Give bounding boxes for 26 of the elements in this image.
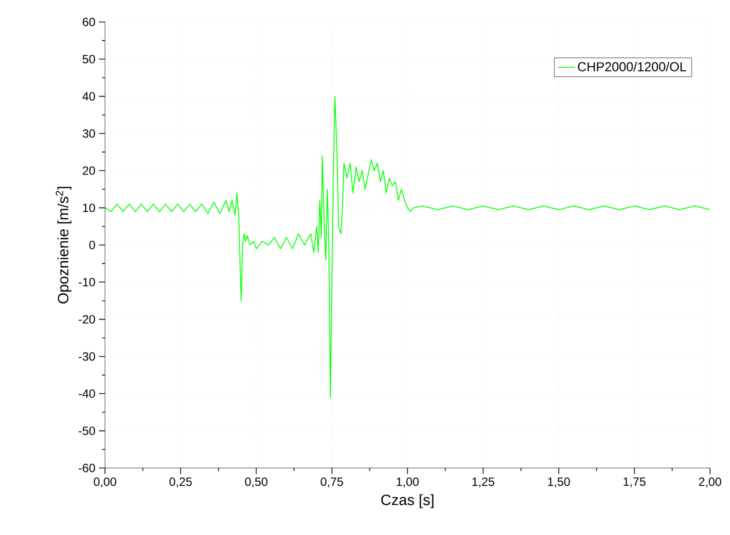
y-tick-label: 60: [82, 18, 96, 26]
y-tick-label: 10: [83, 204, 96, 212]
x-tick-label: 2,00: [698, 478, 722, 488]
x-tick-label: 0,75: [320, 478, 344, 488]
x-tick-label: 1,50: [548, 478, 570, 488]
y-tick-label: 40: [82, 92, 96, 101]
x-tick-label: 0,00: [94, 478, 116, 488]
y-tick-label: -20: [78, 315, 96, 324]
y-axis-title: Opoznienie [m/s$^{2}$]: [56, 186, 72, 304]
y-tick-label: -60: [78, 464, 96, 472]
y-tick-label: -30: [78, 352, 96, 361]
y-tick-label: 0: [89, 240, 96, 250]
y-tick-label: -50: [78, 426, 96, 436]
line-series: [105, 96, 710, 398]
x-tick-label: 1,25: [472, 478, 494, 488]
y-tick-label: 50: [82, 54, 96, 64]
y-tick-label: 20: [82, 166, 96, 175]
x-tick-label: 0,25: [169, 478, 192, 488]
x-tick-label: 0,50: [245, 478, 268, 488]
y-tick-label: -40: [78, 389, 96, 398]
x-tick-label: 1,00: [396, 478, 419, 488]
x-axis-title: Czas [s]: [381, 494, 434, 508]
y-tick-label: -10: [78, 278, 96, 286]
legend-label: CHP2000/1200/OL: [578, 62, 686, 72]
x-tick-label: 1,75: [624, 478, 646, 488]
y-tick-label: 30: [82, 129, 96, 138]
